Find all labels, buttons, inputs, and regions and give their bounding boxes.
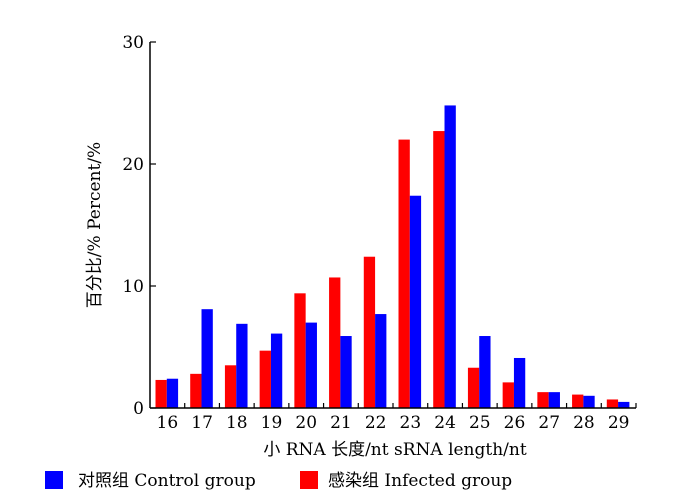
bar-control-28 (583, 395, 595, 408)
bar-control-20 (305, 322, 317, 408)
bar-infected-26 (502, 382, 514, 408)
bar-infected-24 (433, 131, 445, 408)
bar-infected-21 (329, 277, 341, 408)
legend-swatch-infected (300, 471, 318, 489)
x-tick-label-29: 29 (608, 413, 630, 433)
bar-infected-29 (606, 399, 619, 408)
x-tick-label-23: 23 (400, 413, 422, 433)
legend-label-infected: 感染组 Infected group (328, 471, 512, 491)
legend-label-control: 对照组 Control group (78, 471, 256, 491)
x-tick-label-24: 24 (434, 413, 456, 433)
bar-infected-28 (572, 394, 584, 408)
bar-infected-23 (398, 139, 410, 408)
x-tick-label-26: 26 (504, 413, 526, 433)
x-tick-label-18: 18 (226, 413, 248, 433)
bar-infected-20 (294, 293, 306, 408)
bar-infected-17 (190, 373, 202, 408)
bar-control-18 (236, 323, 248, 408)
bar-control-25 (479, 336, 491, 408)
plot-area: 0 10 20 30 16 17 18 19 20 21 22 23 24 25 26 27 28 29 (122, 33, 637, 433)
y-tick-label-10: 10 (122, 277, 144, 297)
y-tick-label-0: 0 (133, 399, 144, 419)
y-tick-label-30: 30 (122, 33, 144, 53)
bar-infected-16 (155, 379, 167, 408)
bar-infected-19 (259, 350, 271, 408)
bar-infected-27 (537, 392, 549, 408)
x-tick-label-25: 25 (469, 413, 491, 433)
x-axis-label: 小 RNA 长度/nt sRNA length/nt (263, 440, 527, 460)
bar-control-19 (270, 333, 283, 408)
x-tick-label-21: 21 (330, 413, 352, 433)
legend-swatch-control (45, 471, 63, 489)
y-tick-label-20: 20 (122, 155, 144, 175)
bar-control-26 (513, 357, 526, 408)
y-axis-label: 百分比/% Percent/% (85, 142, 105, 308)
x-tick-label-17: 17 (191, 413, 213, 433)
x-tick-label-19: 19 (261, 413, 283, 433)
x-tick-label-16: 16 (157, 413, 179, 433)
bar-infected-25 (467, 367, 480, 408)
bar-infected-22 (363, 256, 376, 408)
x-tick-label-28: 28 (573, 413, 595, 433)
x-tick-label-20: 20 (295, 413, 317, 433)
bar-control-24 (444, 105, 456, 408)
bar-infected-18 (224, 365, 237, 408)
bar-control-27 (548, 392, 560, 408)
bar-control-21 (340, 336, 352, 408)
bar-control-22 (375, 314, 387, 408)
x-tick-label-22: 22 (365, 413, 387, 433)
legend: 对照组 Control group 感染组 Infected group (45, 471, 512, 491)
bar-control-23 (409, 195, 422, 408)
bar-control-16 (166, 378, 179, 408)
bar-control-17 (201, 309, 213, 408)
x-tick-label-27: 27 (538, 413, 560, 433)
bar-control-29 (618, 401, 630, 408)
